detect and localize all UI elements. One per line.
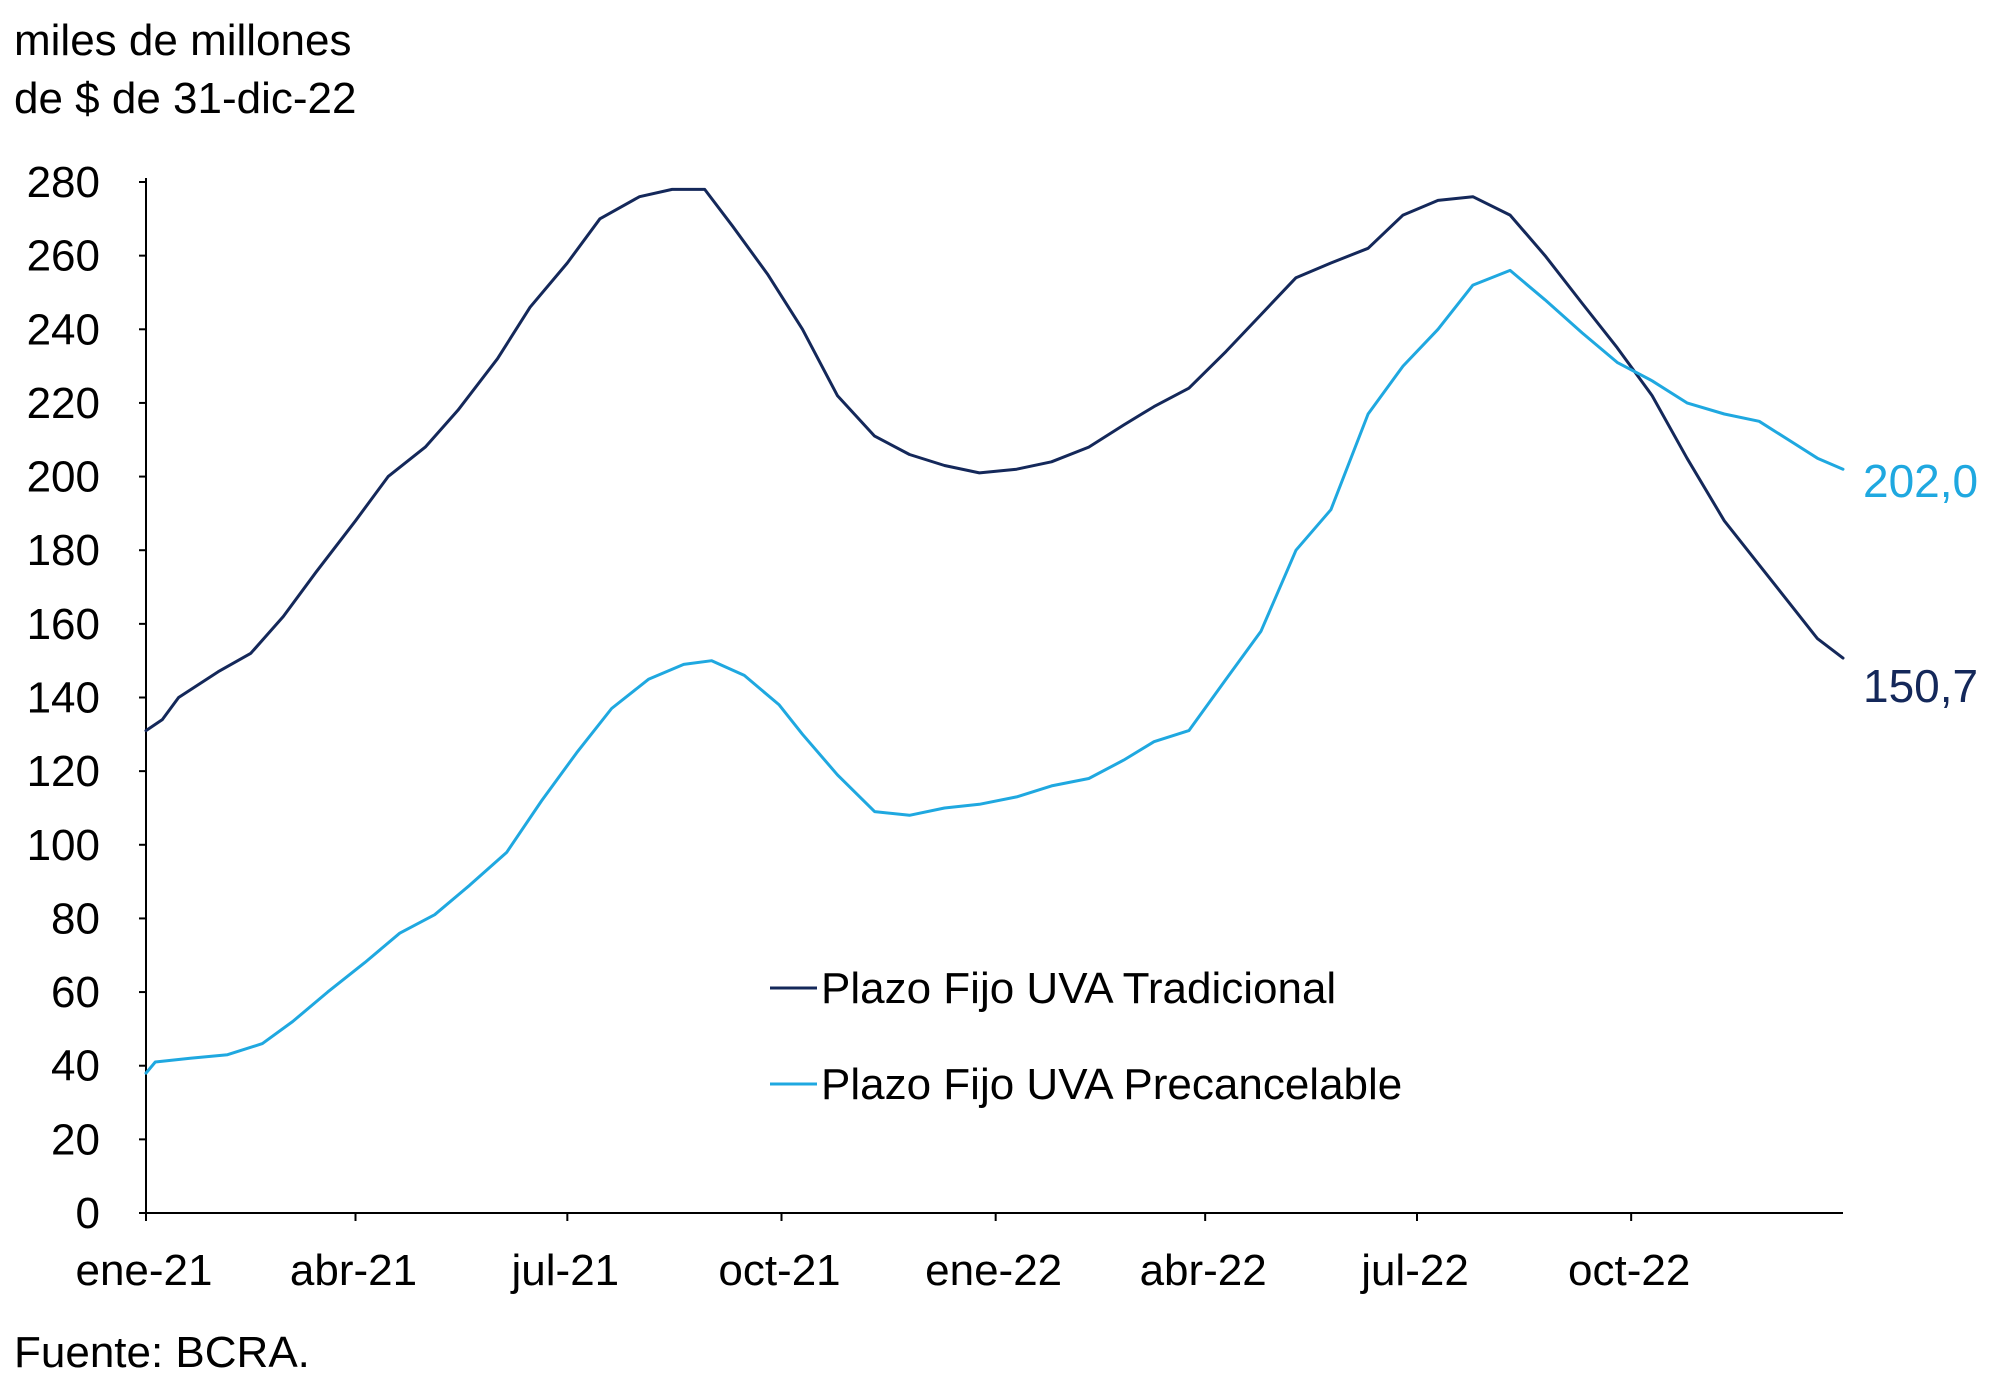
source-note: Fuente: BCRA. <box>14 1328 310 1377</box>
series-line-precancelable <box>144 268 1845 1075</box>
x-tick-label: ene-21 <box>75 1246 212 1295</box>
x-tick-label: abr-21 <box>290 1246 417 1295</box>
end-value-label-precancelable: 202,0 <box>1863 455 1978 507</box>
y-tick-label: 0 <box>76 1189 100 1238</box>
legend: Plazo Fijo UVA Tradicional Plazo Fijo UVA… <box>770 964 1402 1109</box>
y-tick-label: 140 <box>27 674 100 723</box>
series-line-tradicional <box>144 187 1845 733</box>
y-axis-unit-label: miles de millones de $ de 31-dic-22 <box>14 12 356 128</box>
legend-label: Plazo Fijo UVA Precancelable <box>821 1060 1402 1109</box>
y-tick-label: 60 <box>51 968 100 1017</box>
x-tick-label: oct-22 <box>1568 1246 1690 1295</box>
x-tick-label: ene-22 <box>925 1246 1062 1295</box>
y-tick-label: 200 <box>27 453 100 502</box>
x-tick-label: abr-22 <box>1140 1246 1267 1295</box>
y-tick-label: 160 <box>27 600 100 649</box>
x-tick-label: jul-22 <box>1359 1246 1469 1295</box>
end-labels: 150,7 202,0 <box>1863 455 1978 712</box>
y-tick-label: 120 <box>27 747 100 796</box>
legend-label: Plazo Fijo UVA Tradicional <box>821 964 1336 1013</box>
end-value-label-tradicional: 150,7 <box>1863 660 1978 712</box>
y-tick-label: 180 <box>27 526 100 575</box>
y-tick-label: 100 <box>27 821 100 870</box>
y-tick-label: 220 <box>27 379 100 428</box>
x-tick-label: jul-21 <box>510 1246 620 1295</box>
y-tick-label: 260 <box>27 232 100 281</box>
y-tick-label: 280 <box>27 158 100 207</box>
axes: 0 20 40 60 80 100 120 140 160 180 200 220 240 260 280 e… <box>27 158 1843 1295</box>
y-tick-label: 40 <box>51 1042 100 1091</box>
unit-line-2: de $ de 31-dic-22 <box>14 74 357 123</box>
y-tick-label: 80 <box>51 894 100 943</box>
series-lines <box>144 187 1845 1075</box>
y-tick-label: 240 <box>27 305 100 354</box>
x-tick-label: oct-21 <box>718 1246 840 1295</box>
unit-line-1: miles de millones <box>14 16 352 65</box>
y-tick-label: 20 <box>51 1115 100 1164</box>
